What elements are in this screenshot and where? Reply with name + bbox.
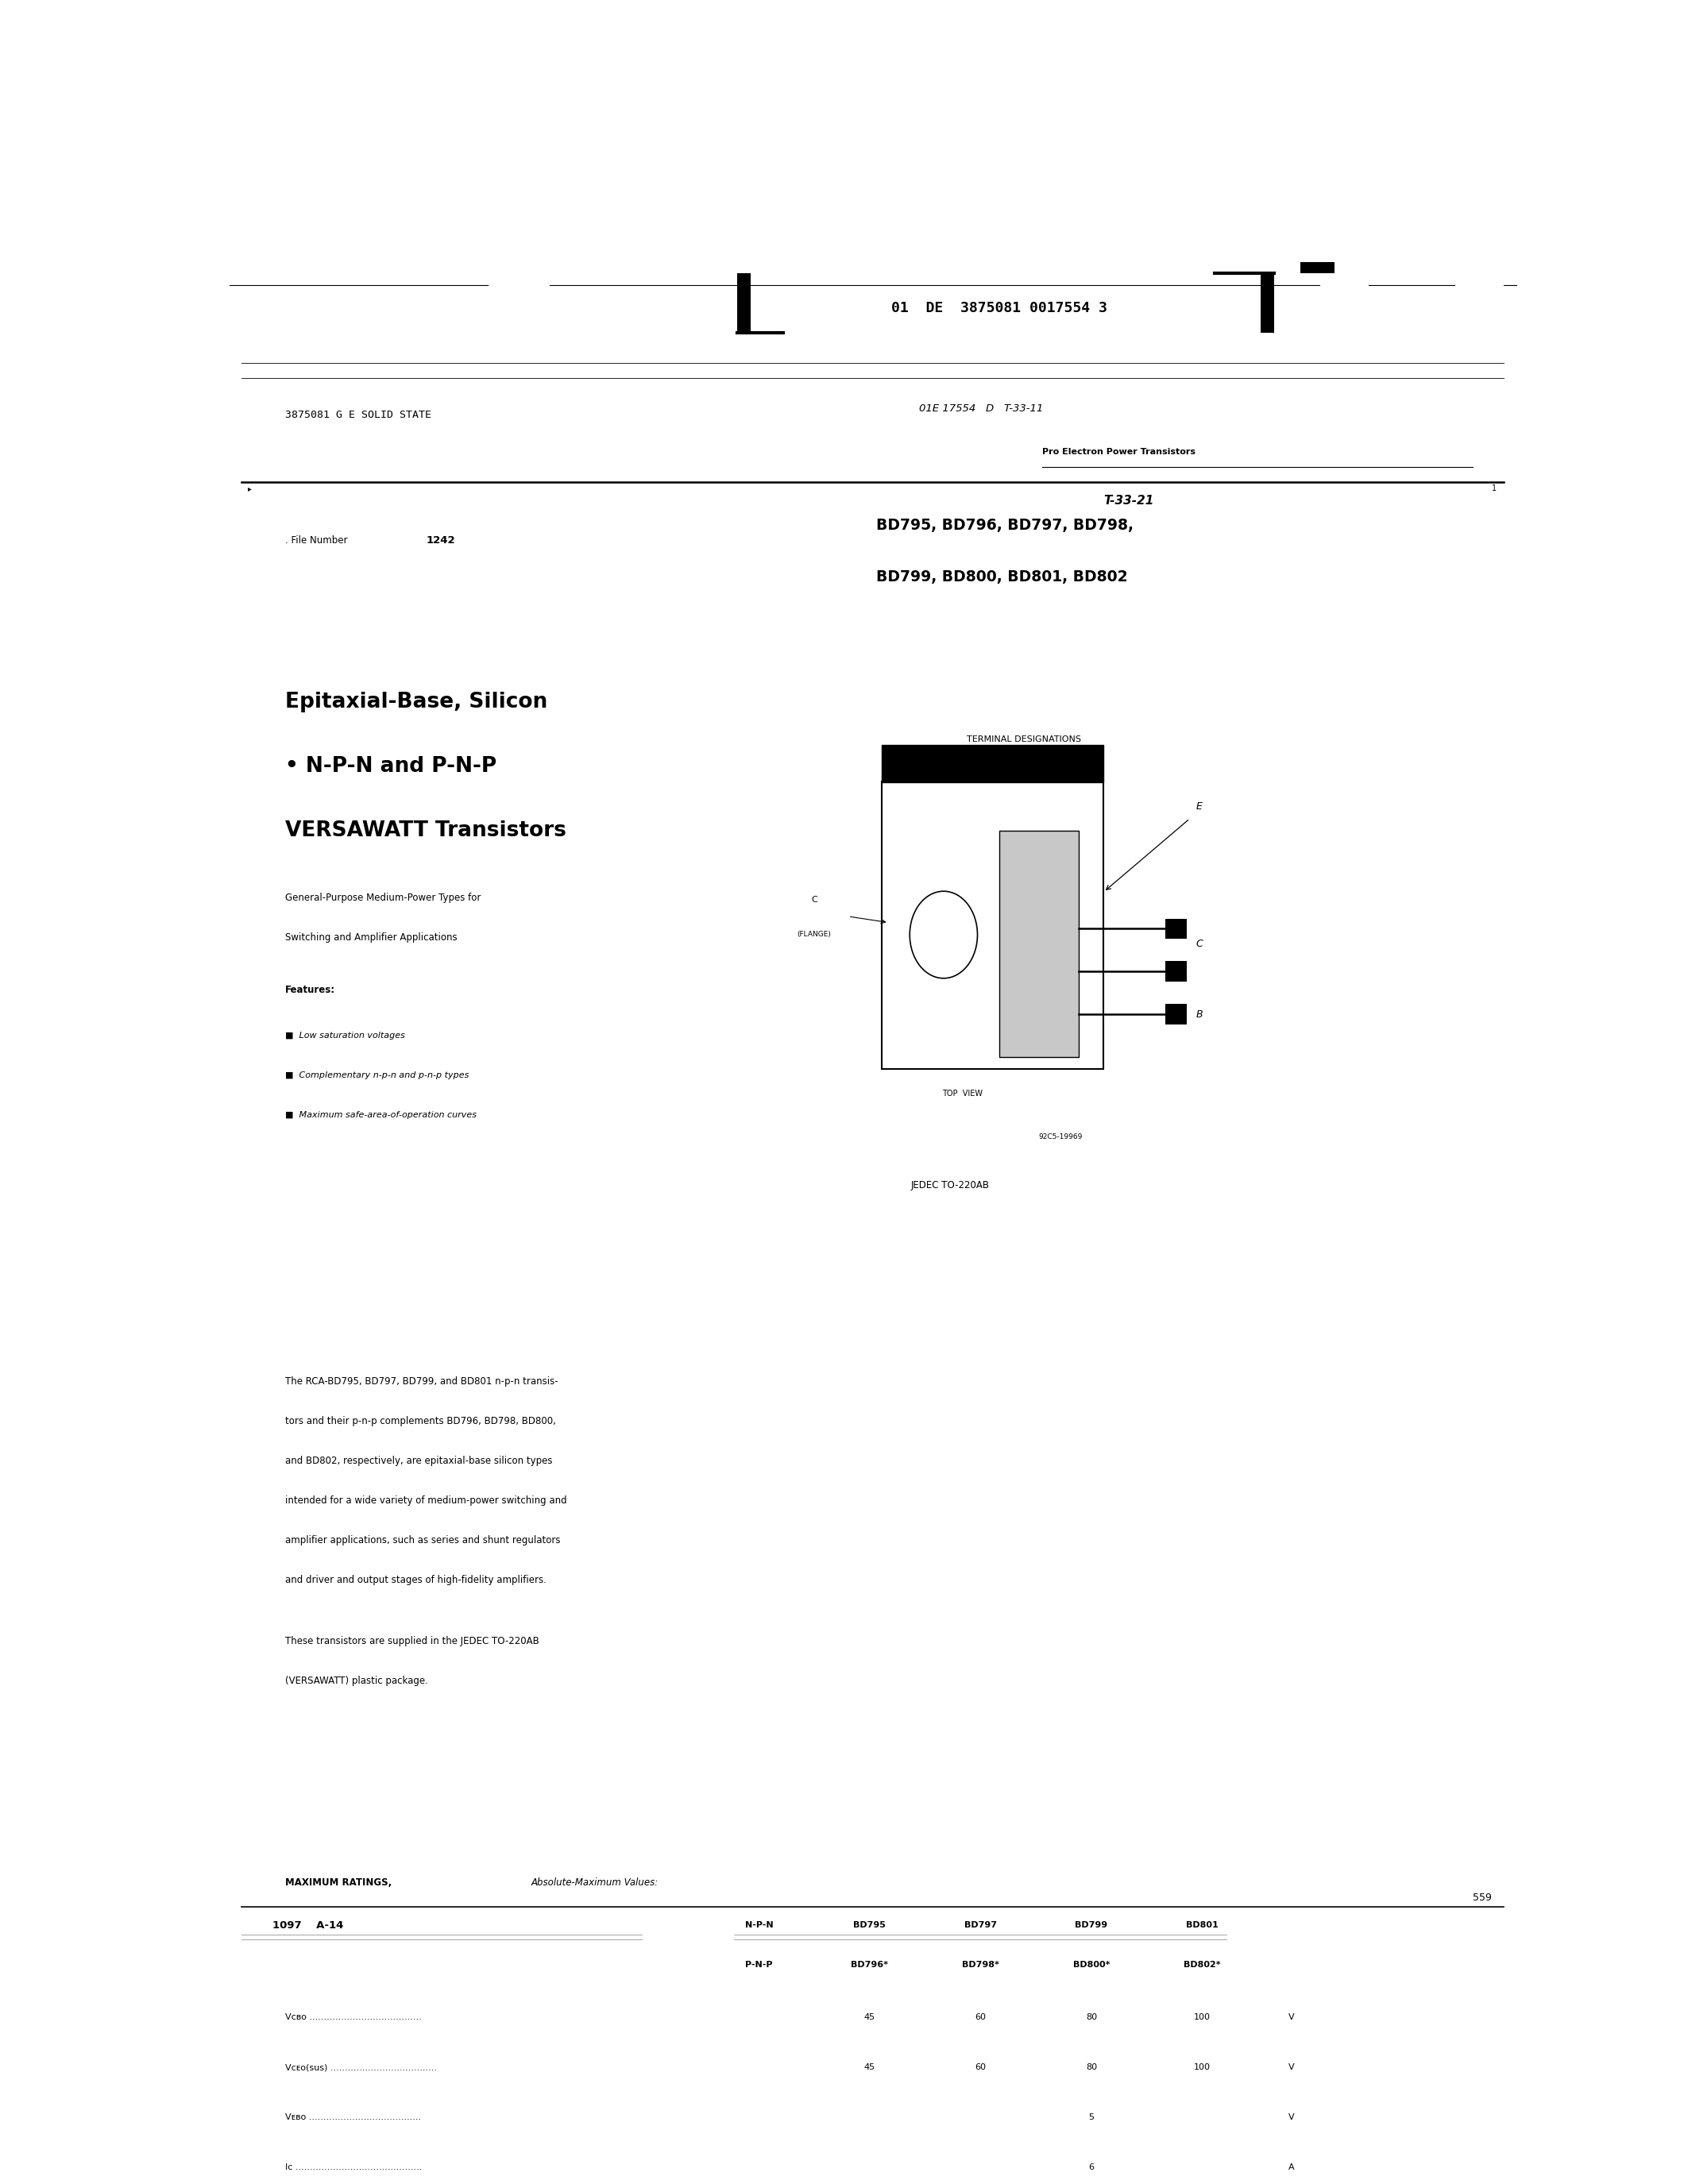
Text: BD802*: BD802*: [1183, 1961, 1220, 1970]
Text: Vᴇʙᴏ .......................................: Vᴇʙᴏ ...................................…: [285, 2114, 420, 2121]
Text: The RCA-BD795, BD797, BD799, and BD801 n-p-n transis-: The RCA-BD795, BD797, BD799, and BD801 n…: [285, 1376, 557, 1387]
Text: 60: 60: [976, 2064, 986, 2070]
Text: 80: 80: [1085, 2064, 1097, 2070]
Text: C: C: [1197, 939, 1204, 950]
Text: BD797: BD797: [964, 1922, 998, 1928]
Text: and driver and output stages of high-fidelity amplifiers.: and driver and output stages of high-fid…: [285, 1575, 547, 1586]
Bar: [999, 830, 1079, 1057]
Text: 01  DE  3875081 0017554 3: 01 DE 3875081 0017554 3: [891, 301, 1107, 314]
Text: 3875081 G E SOLID STATE: 3875081 G E SOLID STATE: [285, 411, 430, 419]
Text: VERSAWATT Transistors: VERSAWATT Transistors: [285, 821, 565, 841]
Text: BD795, BD796, BD797, BD798,: BD795, BD796, BD797, BD798,: [876, 518, 1133, 533]
Bar: [1165, 919, 1187, 939]
Bar: [1165, 961, 1187, 981]
Text: 60: 60: [976, 2014, 986, 2020]
Text: These transistors are supplied in the JEDEC TO-220AB: These transistors are supplied in the JE…: [285, 1636, 538, 1647]
Text: TERMINAL DESIGNATIONS: TERMINAL DESIGNATIONS: [967, 736, 1080, 743]
Text: Switching and Amplifier Applications: Switching and Amplifier Applications: [285, 933, 457, 943]
Text: A: A: [1288, 2164, 1295, 2171]
Text: V: V: [1288, 2064, 1295, 2070]
Text: ■  Complementary n-p-n and p-n-p types: ■ Complementary n-p-n and p-n-p types: [285, 1072, 469, 1079]
Text: • N-P-N and P-N-P: • N-P-N and P-N-P: [285, 756, 496, 778]
Text: Absolute-Maximum Values:: Absolute-Maximum Values:: [532, 1878, 658, 1887]
Text: BD799, BD800, BD801, BD802: BD799, BD800, BD801, BD802: [876, 570, 1128, 585]
Bar: [1165, 1005, 1187, 1024]
Text: N-P-N: N-P-N: [744, 1922, 773, 1928]
Bar: [738, 273, 751, 332]
Text: General-Purpose Medium-Power Types for: General-Purpose Medium-Power Types for: [285, 893, 481, 904]
Text: Vᴄʙᴏ .......................................: Vᴄʙᴏ ...................................…: [285, 2014, 422, 2020]
Text: 45: 45: [864, 2064, 876, 2070]
Text: intended for a wide variety of medium-power switching and: intended for a wide variety of medium-po…: [285, 1496, 567, 1505]
Bar: [883, 745, 1104, 782]
Text: T-33-21: T-33-21: [1104, 494, 1155, 507]
Text: 100: 100: [1193, 2014, 1210, 2020]
Text: V: V: [1288, 2114, 1295, 2121]
Text: Features:: Features:: [285, 985, 334, 996]
Text: Epitaxial-Base, Silicon: Epitaxial-Base, Silicon: [285, 692, 547, 712]
Text: 6: 6: [1089, 2164, 1094, 2171]
Text: BD799: BD799: [1075, 1922, 1107, 1928]
Text: 100: 100: [1193, 2064, 1210, 2070]
Text: Vᴄᴇᴏ(sus) .....................................: Vᴄᴇᴏ(sus) ..............................…: [285, 2064, 437, 2070]
Text: ▸: ▸: [248, 485, 252, 491]
Text: P-N-P: P-N-P: [744, 1961, 773, 1970]
Text: BD796*: BD796*: [851, 1961, 888, 1970]
Text: 1242: 1242: [427, 535, 456, 546]
Text: tors and their p-n-p complements BD796, BD798, BD800,: tors and their p-n-p complements BD796, …: [285, 1415, 555, 1426]
Text: Pro Electron Power Transistors: Pro Electron Power Transistors: [1041, 448, 1195, 456]
Text: 5: 5: [1089, 2114, 1094, 2121]
Text: (VERSAWATT) plastic package.: (VERSAWATT) plastic package.: [285, 1675, 427, 1686]
Circle shape: [910, 891, 977, 978]
Text: Iᴄ ............................................: Iᴄ .....................................…: [285, 2164, 422, 2171]
Text: BD798*: BD798*: [962, 1961, 999, 1970]
Text: C: C: [812, 895, 817, 904]
Text: 559: 559: [1472, 1894, 1492, 1902]
Text: 92C5-19969: 92C5-19969: [1038, 1133, 1082, 1140]
Text: MAXIMUM RATINGS,: MAXIMUM RATINGS,: [285, 1878, 395, 1887]
Text: (FLANGE): (FLANGE): [797, 930, 830, 939]
Text: E: E: [1197, 802, 1202, 812]
Text: ■  Low saturation voltages: ■ Low saturation voltages: [285, 1031, 405, 1040]
Text: V: V: [1288, 2014, 1295, 2020]
Bar: [1261, 273, 1274, 332]
Text: ■  Maximum safe-area-of-operation curves: ■ Maximum safe-area-of-operation curves: [285, 1112, 476, 1118]
Bar: [1301, 216, 1335, 273]
Text: B: B: [1197, 1009, 1204, 1020]
Text: BD800*: BD800*: [1074, 1961, 1109, 1970]
Text: 80: 80: [1085, 2014, 1097, 2020]
Text: BD801: BD801: [1187, 1922, 1219, 1928]
Text: 1097    A-14: 1097 A-14: [272, 1920, 344, 1931]
Text: 45: 45: [864, 2014, 876, 2020]
Text: 01E 17554   D   T-33-11: 01E 17554 D T-33-11: [918, 404, 1043, 415]
Bar: [883, 782, 1104, 1070]
Text: . File Number: . File Number: [285, 535, 349, 546]
Text: and BD802, respectively, are epitaxial-base silicon types: and BD802, respectively, are epitaxial-b…: [285, 1455, 552, 1465]
Text: amplifier applications, such as series and shunt regulators: amplifier applications, such as series a…: [285, 1535, 560, 1546]
Text: BD795: BD795: [854, 1922, 886, 1928]
Text: 1: 1: [1492, 485, 1496, 491]
Text: TOP  VIEW: TOP VIEW: [942, 1090, 982, 1099]
Text: JEDEC TO-220AB: JEDEC TO-220AB: [910, 1179, 989, 1190]
